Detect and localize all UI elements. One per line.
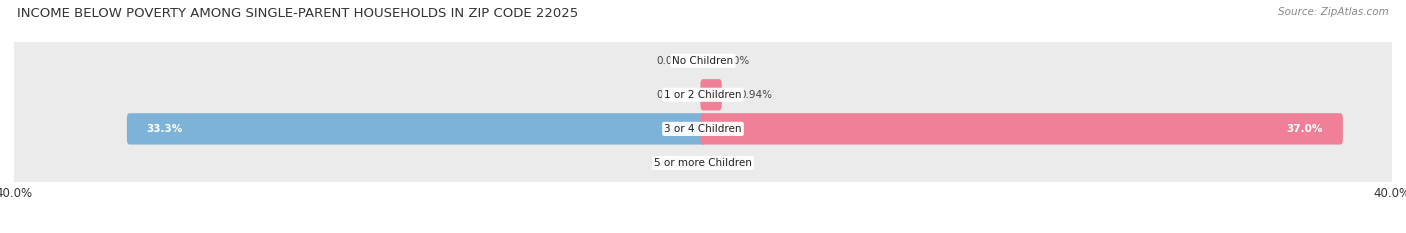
FancyBboxPatch shape (13, 101, 1393, 157)
FancyBboxPatch shape (700, 113, 1343, 144)
FancyBboxPatch shape (700, 79, 721, 110)
Text: 1 or 2 Children: 1 or 2 Children (664, 90, 742, 100)
Text: 0.0%: 0.0% (724, 158, 749, 168)
FancyBboxPatch shape (127, 113, 706, 144)
Text: 0.0%: 0.0% (657, 56, 682, 66)
Text: 0.0%: 0.0% (724, 56, 749, 66)
Text: 3 or 4 Children: 3 or 4 Children (664, 124, 742, 134)
Text: INCOME BELOW POVERTY AMONG SINGLE-PARENT HOUSEHOLDS IN ZIP CODE 22025: INCOME BELOW POVERTY AMONG SINGLE-PARENT… (17, 7, 578, 20)
Text: Source: ZipAtlas.com: Source: ZipAtlas.com (1278, 7, 1389, 17)
Text: 0.0%: 0.0% (657, 158, 682, 168)
Text: No Children: No Children (672, 56, 734, 66)
FancyBboxPatch shape (13, 33, 1393, 89)
FancyBboxPatch shape (13, 135, 1393, 191)
FancyBboxPatch shape (13, 67, 1393, 123)
Text: 5 or more Children: 5 or more Children (654, 158, 752, 168)
Text: 37.0%: 37.0% (1286, 124, 1323, 134)
Text: 0.0%: 0.0% (657, 90, 682, 100)
Text: 33.3%: 33.3% (146, 124, 183, 134)
Text: 0.94%: 0.94% (740, 90, 773, 100)
